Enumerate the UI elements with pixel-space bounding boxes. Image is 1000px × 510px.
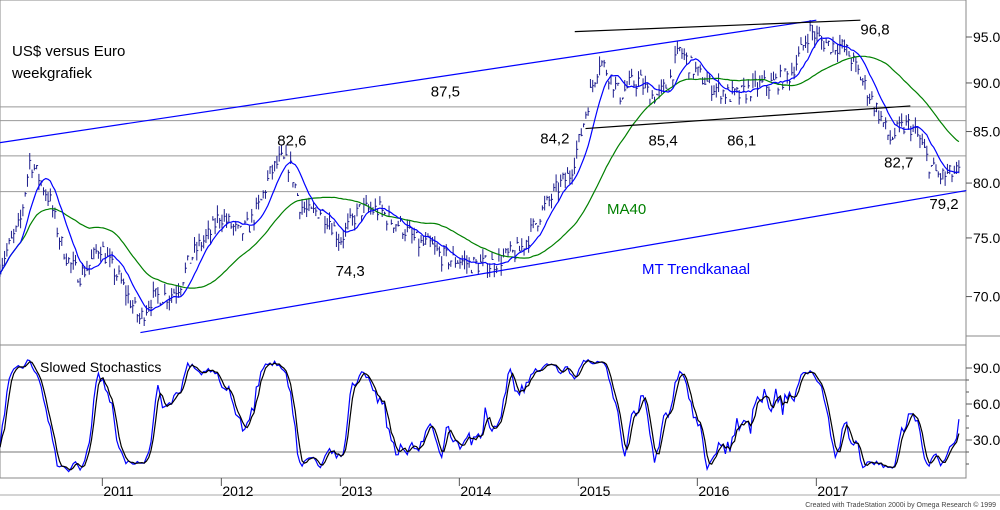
- price-tick-label: 80.00: [973, 175, 1000, 191]
- price-annotation: 82,6: [277, 133, 306, 150]
- year-tick-label: 2012: [222, 483, 253, 499]
- range-top-trendline: [574, 19, 861, 33]
- price-tick-label: 90.00: [973, 75, 1000, 91]
- ma40-label: MA40: [607, 201, 646, 218]
- stochastic-title: Slowed Stochastics: [40, 359, 161, 375]
- ma40-line: [0, 55, 960, 289]
- stochastic-tick-label: 30.00: [973, 432, 1000, 448]
- year-tick-label: 2011: [103, 483, 133, 499]
- trendchannel-label: MT Trendkanaal: [642, 261, 750, 278]
- price-annotation: 79,2: [929, 196, 958, 213]
- price-annotation: 86,1: [727, 133, 756, 150]
- price-annotation: 87,5: [431, 83, 460, 100]
- range-bottom-trendline: [585, 105, 911, 130]
- price-annotation: 84,2: [540, 131, 569, 148]
- moving-averages: [0, 37, 960, 312]
- annotations: US$ versus Euro weekgrafiek MA40 MT Tren…: [11, 21, 996, 509]
- price-tick-label: 95.00: [973, 29, 1000, 45]
- trendlines: [0, 19, 967, 334]
- chart-title: US$ versus Euro: [12, 43, 125, 60]
- plot-border: [0, 0, 967, 479]
- price-tick-label: 70.00: [973, 289, 1000, 305]
- stochastic-panel: [0, 358, 966, 473]
- year-tick-label: 2014: [460, 483, 491, 499]
- stochastic-tick-label: 60.00: [973, 396, 1000, 412]
- chart-frame: [0, 0, 1000, 496]
- year-tick-label: 2016: [698, 483, 729, 499]
- stochastic-k-line: [0, 358, 960, 473]
- channel-upper-trendline: [0, 19, 817, 144]
- chart-subtitle: weekgrafiek: [11, 65, 93, 82]
- price-annotation: 82,7: [884, 154, 913, 171]
- stochastic-d-line: [0, 359, 960, 471]
- price-annotation: 74,3: [336, 263, 365, 280]
- stochastic-tick-label: 90.00: [973, 360, 1000, 376]
- ma10-line: [0, 37, 960, 312]
- price-bars: [0, 20, 961, 327]
- axes: 95.00 90.00 85.00 80.00 75.00 70.00 90.00 60.00…: [101, 29, 1000, 499]
- channel-lower-trendline: [140, 189, 967, 334]
- price-annotation: 85,4: [649, 133, 678, 150]
- year-tick-label: 2017: [817, 483, 848, 499]
- footer-credit: Created with TradeStation 2000i by Omega…: [805, 501, 996, 509]
- horizontal-levels: [0, 106, 966, 193]
- price-tick-label: 75.00: [973, 230, 1000, 246]
- price-annotation: 96,8: [860, 21, 889, 38]
- year-tick-label: 2013: [341, 483, 372, 499]
- year-tick-label: 2015: [579, 483, 610, 499]
- price-tick-label: 85.00: [973, 124, 1000, 140]
